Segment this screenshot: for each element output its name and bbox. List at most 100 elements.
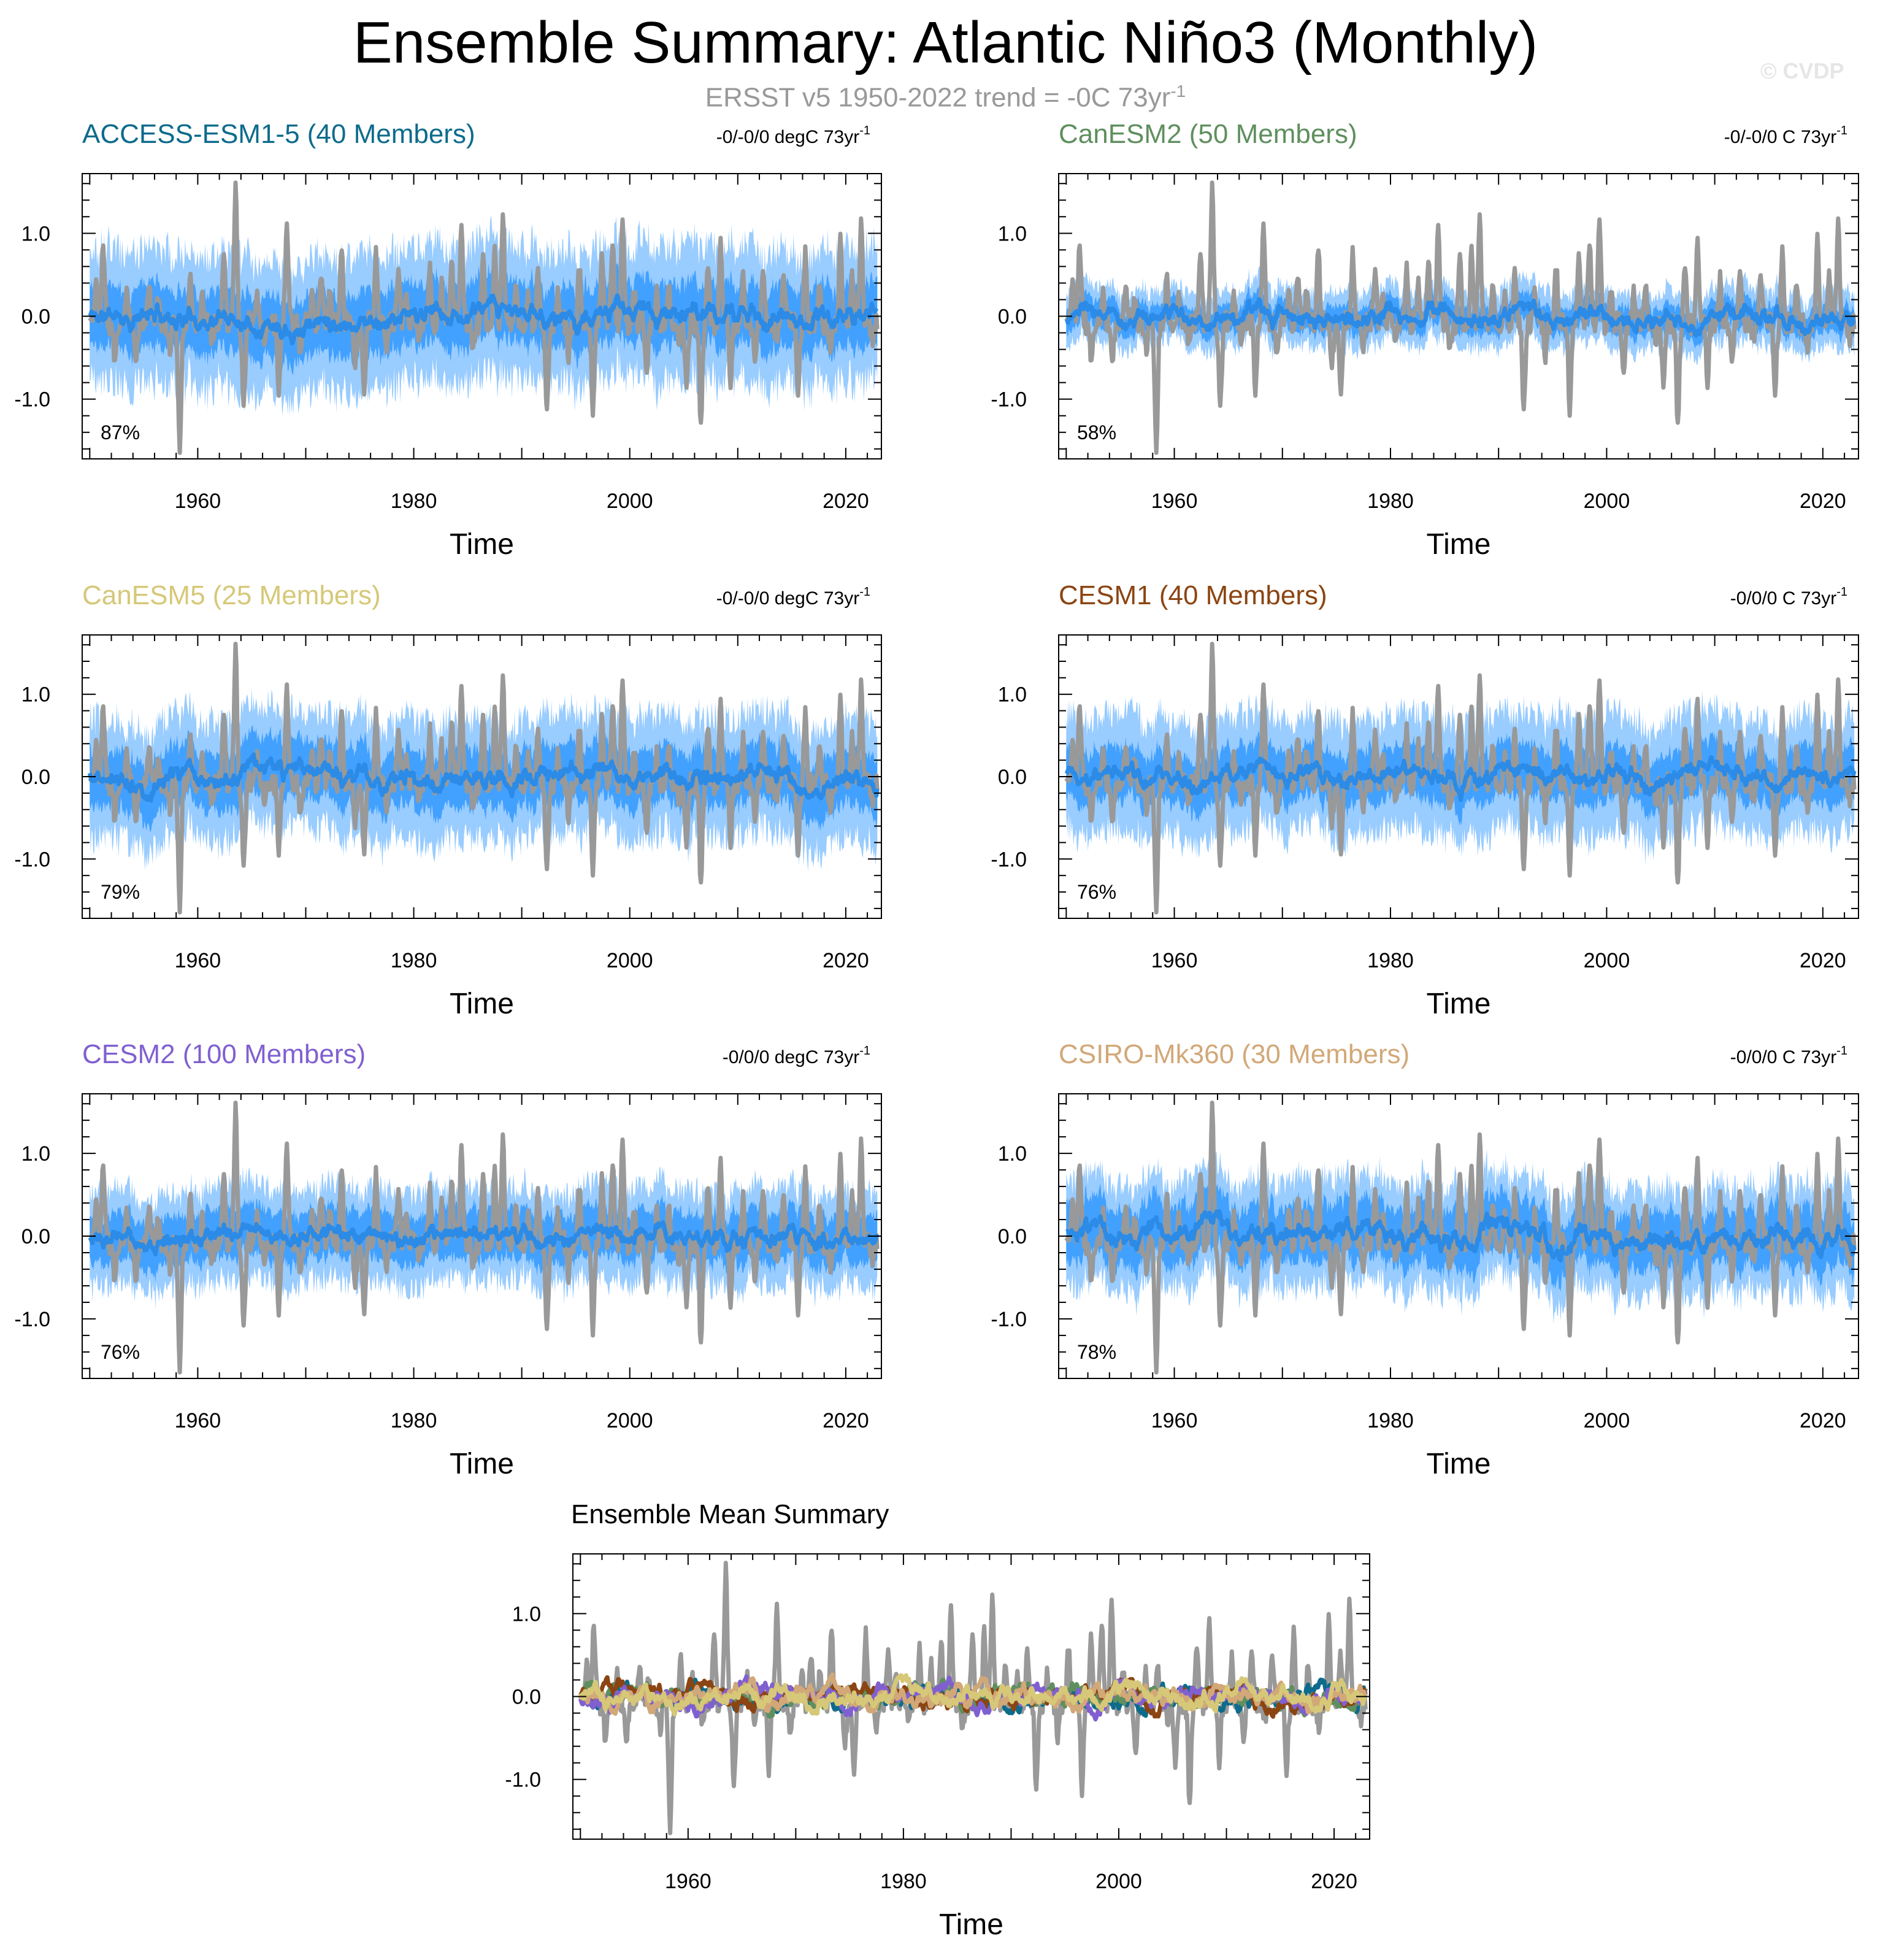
plot-area	[1064, 642, 1857, 915]
panel-title: CESM2 (100 Members)	[82, 1039, 366, 1069]
ensemble-mean-series	[1064, 297, 1856, 338]
x-tick-label: 2020	[1800, 490, 1846, 513]
x-tick-label: 2020	[823, 949, 869, 972]
y-tick-label: 1.0	[998, 683, 1027, 707]
ensemble-mean-series	[87, 752, 880, 803]
x-tick-label: 2000	[607, 949, 653, 972]
ensemble-mean-series	[1064, 755, 1857, 802]
page-subtitle: ERSST v5 1950-2022 trend = -0C 73yr-1	[0, 83, 1891, 112]
trend-label: -0/-0/0 C 73yr-1	[1724, 124, 1847, 147]
x-axis-label: Time	[450, 988, 514, 1020]
y-tick-label: 1.0	[21, 683, 50, 707]
panel-1: 1960 1980 2000 2020 1.0 0.0 -1.0 Time ACCESS-ESM…	[14, 119, 882, 561]
x-tick-label: 1960	[665, 1870, 712, 1893]
x-tick-label: 1960	[1151, 1409, 1198, 1432]
percent-label: 79%	[101, 881, 140, 903]
x-axis-label: Time	[1427, 528, 1491, 561]
y-tick-label: -1.0	[505, 1769, 541, 1792]
percent-label: 58%	[1077, 421, 1116, 444]
y-tick-label: 1.0	[998, 1142, 1027, 1166]
x-tick-label: 2000	[1584, 1409, 1630, 1432]
trend-label: -0/-0/0 degC 73yr-1	[716, 585, 870, 609]
cvdp-watermark: © CVDP	[1760, 58, 1844, 83]
x-tick-label: 2020	[1800, 1409, 1846, 1432]
trend-exponent: -1	[859, 124, 870, 137]
y-tick-label: 0.0	[21, 766, 50, 789]
trend-exponent: -1	[1836, 124, 1847, 137]
ensemble-mean-series	[1065, 1209, 1857, 1263]
x-tick-label: 2000	[1584, 490, 1630, 513]
ensemble-mean-series	[88, 293, 879, 346]
x-axis-label: Time	[939, 1908, 1003, 1941]
trend-value: -0/0/0 degC 73yr	[723, 1047, 859, 1067]
trend-exponent: -1	[1836, 1044, 1847, 1058]
plot-area	[578, 1561, 1368, 1835]
y-tick-label: 0.0	[998, 766, 1027, 789]
y-tick-label: 1.0	[998, 222, 1027, 245]
x-tick-label: 1980	[391, 1409, 437, 1432]
x-tick-label: 2000	[1584, 949, 1630, 972]
x-tick-label: 2020	[823, 1409, 869, 1432]
subtitle-text: ERSST v5 1950-2022 trend = -0C 73yr	[705, 82, 1171, 113]
x-tick-label: 1980	[1367, 1409, 1414, 1432]
panel-title: ACCESS-ESM1-5 (40 Members)	[82, 119, 475, 149]
panel-2: 1960 1980 2000 2020 1.0 0.0 -1.0 Time CanESM2 (5…	[991, 119, 1859, 561]
trend-value: -0/-0/0 degC 73yr	[716, 588, 859, 609]
observed-series	[1064, 642, 1857, 915]
subtitle-exponent: -1	[1170, 82, 1186, 101]
plot-area	[88, 180, 880, 455]
trend-label: -0/0/0 degC 73yr-1	[723, 1044, 870, 1067]
x-tick-label: 1960	[175, 490, 221, 513]
panel-7: 1960 1980 2000 2020 1.0 0.0 -1.0 Time Ensemble M…	[505, 1499, 1370, 1941]
y-tick-label: 1.0	[21, 1142, 50, 1166]
ensemble-mean-series	[88, 1220, 880, 1256]
panel-title: Ensemble Mean Summary	[571, 1499, 889, 1529]
x-axis-label: Time	[450, 1448, 514, 1480]
y-tick-label: -1.0	[991, 388, 1027, 412]
percent-label: 78%	[1077, 1341, 1116, 1363]
y-tick-label: -1.0	[991, 848, 1027, 871]
panel-title: CanESM5 (25 Members)	[82, 580, 381, 610]
trend-value: -0/-0/0 C 73yr	[1724, 127, 1836, 147]
trend-label: -0/0/0 C 73yr-1	[1730, 585, 1847, 609]
y-tick-label: 0.0	[998, 306, 1027, 329]
percent-label: 76%	[1077, 881, 1116, 903]
trend-value: -0/0/0 C 73yr	[1730, 1047, 1836, 1067]
x-tick-label: 1960	[175, 949, 221, 972]
x-axis-label: Time	[450, 528, 514, 561]
x-tick-label: 2020	[823, 490, 869, 513]
y-tick-label: 0.0	[512, 1686, 541, 1709]
x-tick-label: 2000	[1095, 1870, 1142, 1893]
observed-series	[1064, 1101, 1857, 1375]
x-tick-label: 1960	[1151, 490, 1198, 513]
percent-label: 87%	[101, 421, 140, 444]
panel-title: CSIRO-Mk360 (30 Members)	[1059, 1039, 1410, 1069]
y-tick-label: 0.0	[21, 306, 50, 329]
percent-label: 76%	[101, 1341, 140, 1363]
y-tick-label: 1.0	[21, 222, 50, 245]
plot-area	[88, 1101, 880, 1375]
x-tick-label: 1980	[1367, 490, 1414, 513]
panel-3: 1960 1980 2000 2020 1.0 0.0 -1.0 Time CanESM5 (2…	[14, 580, 882, 1020]
panel-title: CESM1 (40 Members)	[1059, 580, 1327, 610]
trend-label: -0/0/0 C 73yr-1	[1730, 1044, 1847, 1067]
page-title: Ensemble Summary: Atlantic Niño3 (Monthl…	[353, 10, 1538, 75]
trend-exponent: -1	[859, 585, 870, 599]
y-tick-label: -1.0	[14, 848, 50, 871]
y-tick-label: -1.0	[991, 1308, 1027, 1331]
plot-area	[87, 642, 880, 915]
ensemble-inner-spread	[90, 262, 878, 375]
panel-4: 1960 1980 2000 2020 1.0 0.0 -1.0 Time CESM1 (40 …	[991, 580, 1859, 1020]
trend-value: -0/0/0 C 73yr	[1730, 588, 1836, 609]
y-tick-label: -1.0	[14, 1308, 50, 1331]
x-tick-label: 2000	[607, 490, 653, 513]
x-tick-label: 1980	[391, 949, 437, 972]
trend-value: -0/-0/0 degC 73yr	[716, 127, 859, 147]
x-tick-label: 2020	[1311, 1870, 1357, 1893]
trend-label: -0/-0/0 degC 73yr-1	[716, 124, 870, 147]
x-tick-label: 1980	[1367, 949, 1414, 972]
x-tick-label: 1960	[175, 1409, 221, 1432]
y-tick-label: 0.0	[998, 1225, 1027, 1248]
plot-area	[1064, 180, 1857, 455]
